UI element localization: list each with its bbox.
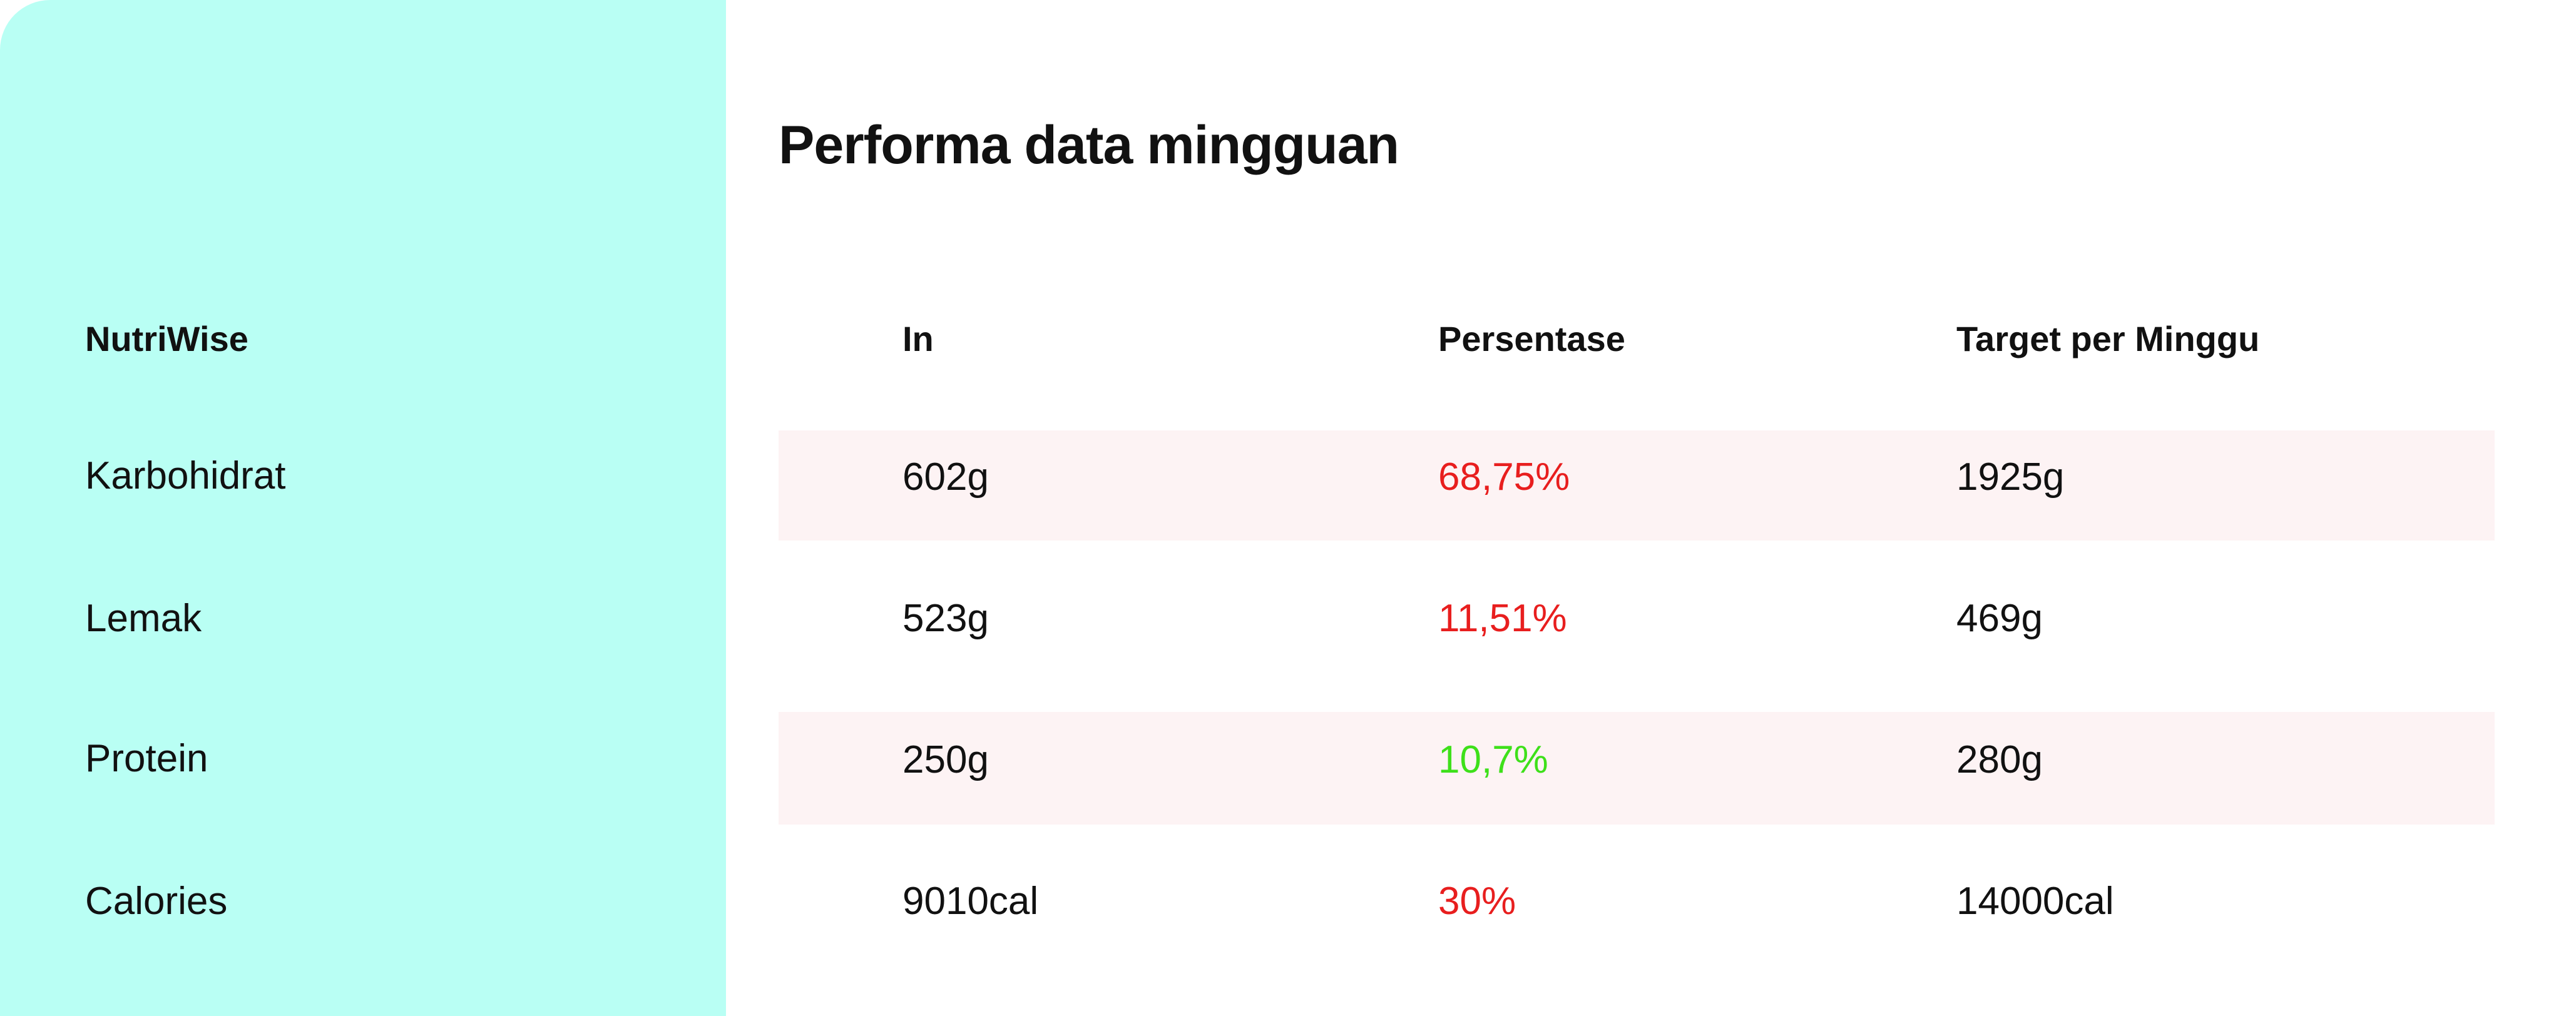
column-header-in: In bbox=[902, 319, 934, 358]
cell-in: 523g bbox=[902, 597, 989, 640]
cell-target: 14000cal bbox=[1956, 880, 2114, 923]
column-header-target: Target per Minggu bbox=[1956, 319, 2260, 358]
cell-persentase: 68,75% bbox=[1438, 455, 1570, 499]
cell-target: 280g bbox=[1956, 738, 2043, 781]
sidebar-item-karbohidrat[interactable]: Karbohidrat bbox=[85, 454, 286, 497]
cell-target: 469g bbox=[1956, 597, 2043, 640]
cell-persentase: 11,51% bbox=[1438, 597, 1567, 640]
sidebar-header: NutriWise bbox=[85, 319, 248, 358]
cell-persentase: 30% bbox=[1438, 880, 1516, 923]
sidebar-item-lemak[interactable]: Lemak bbox=[85, 597, 202, 640]
cell-in: 9010cal bbox=[902, 880, 1039, 923]
column-header-persentase: Persentase bbox=[1438, 319, 1625, 358]
sidebar: NutriWise Karbohidrat Lemak Protein Calo… bbox=[0, 0, 726, 1016]
table-row-band bbox=[779, 712, 2495, 825]
cell-persentase: 10,7% bbox=[1438, 738, 1548, 781]
cell-target: 1925g bbox=[1956, 455, 2065, 499]
cell-in: 602g bbox=[902, 455, 989, 499]
cell-in: 250g bbox=[902, 738, 989, 781]
sidebar-item-protein[interactable]: Protein bbox=[85, 737, 208, 780]
page-title: Performa data mingguan bbox=[779, 115, 1399, 175]
sidebar-item-calories[interactable]: Calories bbox=[85, 880, 228, 923]
table-row-band bbox=[779, 430, 2495, 541]
